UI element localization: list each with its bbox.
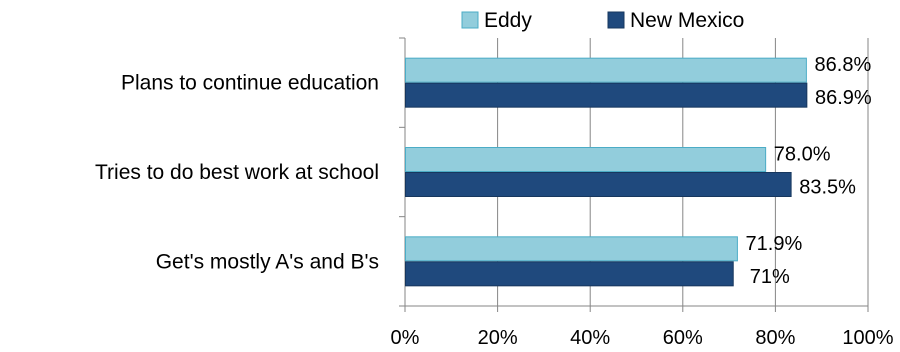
category-label: Plans to continue education [121,72,379,95]
bar-eddy [405,57,807,83]
bar-new-mexico [405,261,734,287]
legend-label: Eddy [484,9,532,32]
bar-new-mexico [405,82,808,108]
x-tick-label: 60% [663,327,703,349]
bar-eddy [405,147,767,172]
legend-swatch-new-mexico [607,11,625,29]
data-label: 71% [750,266,790,288]
x-tick-label: 100% [842,327,893,349]
bar-eddy [405,236,738,262]
data-label: 86.8% [815,54,872,76]
category-label: Tries to do best work at school [95,161,379,184]
data-label: 71.9% [746,233,803,255]
legend-swatch-eddy [461,11,479,29]
legend-label: New Mexico [630,9,744,32]
x-tick-label: 0% [391,327,420,349]
bar-new-mexico [405,172,792,197]
x-tick-label: 20% [478,327,518,349]
x-tick-label: 80% [755,327,795,349]
data-label: 83.5% [799,177,856,199]
category-label: Get's mostly A's and B's [156,250,379,273]
data-label: 78.0% [774,144,831,166]
x-tick-label: 40% [570,327,610,349]
data-label: 86.9% [815,87,872,109]
